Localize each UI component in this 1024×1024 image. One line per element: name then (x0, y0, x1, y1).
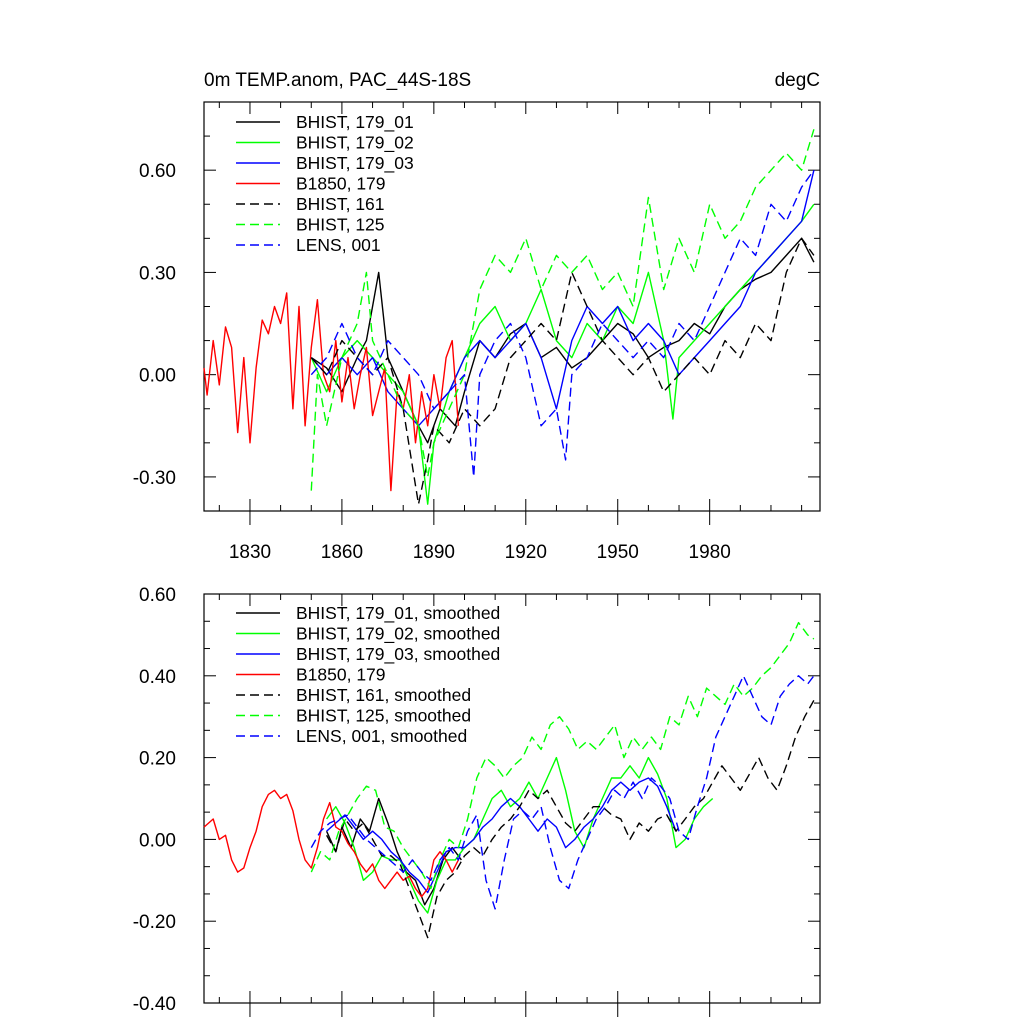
legend-label: BHIST, 179_03 (296, 153, 414, 174)
y-tick-label: 0.30 (139, 263, 176, 284)
series-line-lens-001-smoothed (310, 675, 815, 910)
legend-label: BHIST, 179_02, smoothed (296, 624, 500, 645)
series-line-bhist-125-smoothed (310, 621, 815, 890)
y-tick-label: 0.20 (139, 749, 176, 770)
bottom-axes: -0.40 -0.20 0.00 0.20 0.40 0.60 (133, 585, 820, 1017)
legend-label: BHIST, 179_02 (296, 133, 414, 154)
legend-label: BHIST, 125 (296, 215, 385, 235)
top-panel-title: 0m TEMP.anom, PAC_44S-18S (204, 70, 471, 91)
top-axes: -0.30 0.00 0.30 0.60 1830 1860 1890 1920 1950 198… (133, 101, 820, 563)
top-panel: 0m TEMP.anom, PAC_44S-18S degC -0.30 0.00… (133, 70, 821, 563)
y-tick-label: 0.40 (139, 667, 176, 688)
y-tick-label: 0.60 (139, 161, 176, 182)
legend-label: BHIST, 179_03, smoothed (296, 644, 500, 665)
series-line-bhist-179-03 (310, 170, 815, 427)
x-tick-label: 1890 (413, 542, 455, 563)
y-tick-label: -0.40 (133, 994, 176, 1015)
y-tick-label: 0.60 (139, 585, 176, 606)
legend-label: LENS, 001 (296, 235, 381, 255)
y-tick-label: 0.00 (139, 830, 176, 851)
bottom-panel: -0.40 -0.20 0.00 0.20 0.40 0.60 BHIST, 179_01… (133, 585, 821, 1017)
series-line-bhist-161-smoothed (325, 699, 815, 939)
series-line-lens-001 (310, 169, 815, 478)
top-panel-units: degC (775, 70, 820, 91)
series-line-bhist-179-02-smoothed (326, 756, 714, 914)
series-line-b1850-179 (203, 789, 460, 898)
y-tick-label: -0.30 (133, 468, 176, 489)
top-series-group (203, 129, 815, 505)
bottom-series-group (203, 621, 815, 939)
legend-label: BHIST, 161 (296, 194, 385, 214)
legend-label: BHIST, 161, smoothed (296, 685, 471, 705)
x-tick-label: 1830 (229, 542, 271, 563)
legend-label: BHIST, 179_01, smoothed (296, 603, 500, 624)
y-tick-label: 0.00 (139, 366, 176, 387)
series-line-bhist-179-02 (310, 203, 815, 505)
legend-label: LENS, 001, smoothed (296, 726, 467, 746)
series-line-bhist-125 (310, 129, 815, 491)
x-tick-label: 1860 (321, 542, 363, 563)
series-line-b1850-179 (203, 292, 460, 492)
legend-label: BHIST, 179_01 (296, 112, 414, 133)
series-line-bhist-161 (310, 237, 815, 505)
bottom-plot-frame (203, 593, 821, 1004)
x-tick-label: 1920 (505, 542, 547, 563)
series-line-bhist-179-01-smoothed (325, 797, 462, 906)
x-tick-label: 1980 (689, 542, 731, 563)
y-tick-label: -0.20 (133, 912, 176, 933)
legend-label: B1850, 179 (296, 174, 386, 194)
legend-label: BHIST, 125, smoothed (296, 706, 471, 726)
legend-label: B1850, 179 (296, 665, 386, 685)
x-tick-label: 1950 (597, 542, 639, 563)
series-line-bhist-179-03-smoothed (326, 777, 677, 894)
